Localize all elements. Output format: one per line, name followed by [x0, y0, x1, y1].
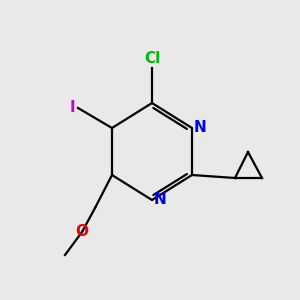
- Text: O: O: [76, 224, 88, 239]
- Text: Cl: Cl: [144, 51, 160, 66]
- Text: N: N: [154, 193, 167, 208]
- Text: N: N: [194, 121, 207, 136]
- Text: I: I: [69, 100, 75, 116]
